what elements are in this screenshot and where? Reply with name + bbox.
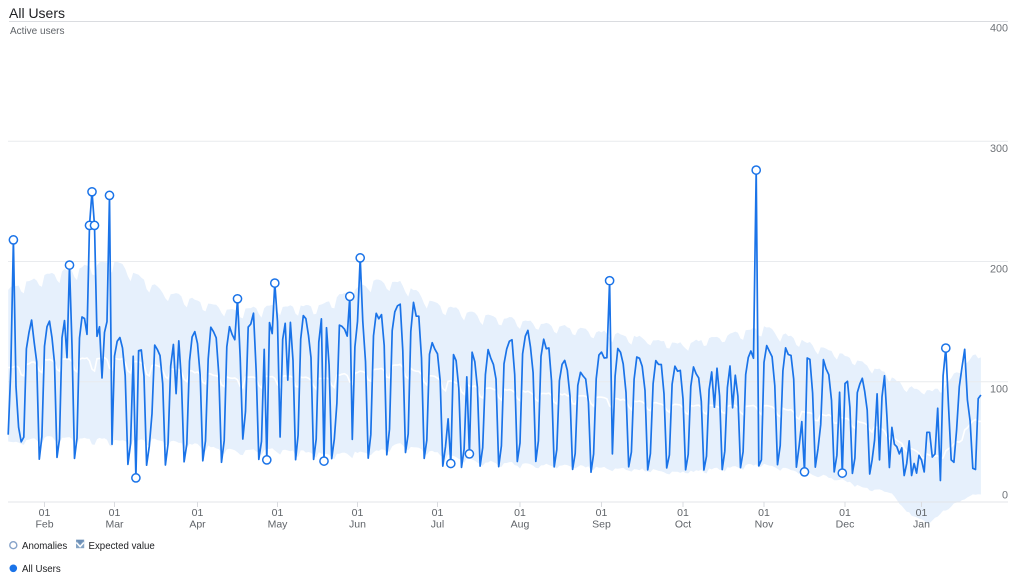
svg-text:Jan: Jan [913,519,930,531]
svg-text:Anomalies: Anomalies [22,541,67,552]
svg-text:Feb: Feb [35,519,53,531]
svg-text:01: 01 [514,507,526,519]
svg-text:Apr: Apr [189,519,206,531]
svg-text:0: 0 [1002,490,1008,502]
svg-text:Mar: Mar [105,519,124,531]
svg-text:May: May [268,519,289,531]
svg-text:Sep: Sep [592,519,611,531]
svg-text:Aug: Aug [511,519,530,531]
svg-text:01: 01 [352,507,364,519]
svg-text:All Users: All Users [22,564,61,575]
svg-text:300: 300 [990,143,1008,155]
svg-text:100: 100 [990,384,1008,396]
svg-text:01: 01 [839,507,851,519]
svg-text:Nov: Nov [755,519,774,531]
svg-text:01: 01 [596,507,608,519]
svg-text:01: 01 [192,507,204,519]
svg-text:01: 01 [758,507,770,519]
svg-text:Oct: Oct [675,519,691,531]
svg-text:01: 01 [916,507,928,519]
svg-text:01: 01 [432,507,444,519]
svg-text:Dec: Dec [836,519,855,531]
svg-text:Jun: Jun [349,519,366,531]
svg-text:01: 01 [677,507,689,519]
svg-text:01: 01 [109,507,121,519]
svg-text:01: 01 [39,507,51,519]
svg-text:Expected value: Expected value [89,541,155,552]
svg-text:Jul: Jul [431,519,444,531]
svg-text:400: 400 [990,23,1008,35]
svg-text:200: 200 [990,264,1008,276]
svg-text:01: 01 [272,507,284,519]
